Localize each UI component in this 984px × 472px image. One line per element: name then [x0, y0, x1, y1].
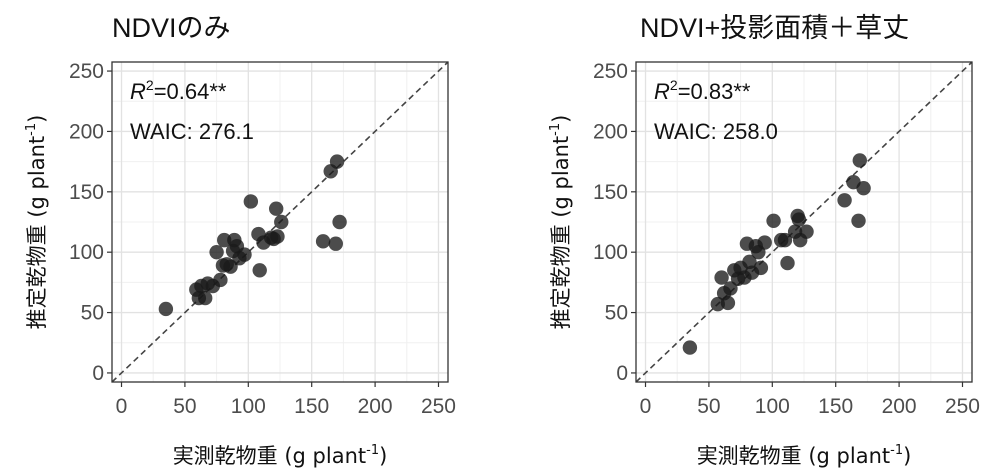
- x-tick-label: 100: [755, 395, 790, 418]
- data-point: [856, 181, 870, 195]
- x-tick-label: 200: [882, 395, 917, 418]
- data-point: [274, 215, 288, 229]
- data-point: [198, 291, 212, 305]
- data-point: [721, 296, 735, 310]
- y-tick-label: 200: [593, 120, 628, 143]
- y-tick-label: 150: [593, 181, 628, 204]
- r2-annotation: R2=0.83**: [654, 77, 751, 104]
- y-tick-label: 50: [605, 302, 628, 325]
- x-axis-label: 実測乾物重 (g plant-1): [697, 443, 912, 468]
- x-tick-label: 200: [358, 395, 393, 418]
- y-tick-label: 250: [593, 60, 628, 83]
- data-point: [159, 302, 173, 316]
- data-point: [237, 247, 251, 261]
- x-tick-label: 50: [697, 395, 720, 418]
- r2-label: R: [130, 79, 146, 104]
- y-tick-label: 50: [81, 302, 104, 325]
- data-point: [209, 245, 223, 259]
- r2-value: =0.64**: [154, 79, 227, 104]
- x-tick-label: 0: [116, 395, 128, 418]
- data-point: [269, 202, 283, 216]
- data-point: [799, 224, 813, 238]
- data-point: [253, 263, 267, 277]
- y-axis-label: 推定乾物重 (g plant-1): [24, 115, 49, 330]
- y-tick-label: 100: [593, 241, 628, 264]
- data-point: [270, 229, 284, 243]
- y-tick-label: 0: [92, 362, 104, 385]
- data-point: [837, 193, 851, 207]
- y-tick-label: 0: [616, 362, 628, 385]
- x-tick-label: 150: [294, 395, 329, 418]
- y-tick-label: 100: [69, 241, 104, 264]
- scatter-panel-ndvi-only: NDVIのみ 0 50 100 150 200 250 0 50 100 150 200 250 R2…: [24, 13, 456, 468]
- y-tick-label: 250: [69, 60, 104, 83]
- data-point: [330, 154, 344, 168]
- x-tick-label: 50: [173, 395, 196, 418]
- data-point: [683, 340, 697, 354]
- waic-annotation: WAIC: 258.0: [654, 119, 778, 144]
- panel-title: NDVI+投影面積＋草丈: [640, 13, 909, 43]
- r2-superscript: 2: [146, 77, 154, 93]
- data-point: [780, 256, 794, 270]
- y-axis-label: 推定乾物重 (g plant-1): [548, 115, 573, 330]
- data-point: [754, 261, 768, 275]
- data-point: [316, 234, 330, 248]
- data-point: [766, 214, 780, 228]
- x-tick-label: 150: [818, 395, 853, 418]
- panel-title: NDVIのみ: [112, 13, 231, 43]
- data-point: [332, 215, 346, 229]
- r2-label: R: [654, 79, 670, 104]
- data-point: [851, 214, 865, 228]
- x-axis-label: 実測乾物重 (g plant-1): [173, 443, 388, 468]
- data-point: [792, 212, 806, 226]
- r2-value: =0.83**: [678, 79, 751, 104]
- x-tick-label: 0: [640, 395, 652, 418]
- waic-annotation: WAIC: 276.1: [130, 119, 254, 144]
- data-point: [213, 273, 227, 287]
- y-tick-label: 200: [69, 120, 104, 143]
- data-point: [329, 237, 343, 251]
- scatter-panel-ndvi-area-height: NDVI+投影面積＋草丈 0 50 100 150 200 250 0 50 100 150 200…: [548, 13, 980, 468]
- data-point: [853, 153, 867, 167]
- data-point: [244, 194, 258, 208]
- r2-superscript: 2: [670, 77, 678, 93]
- x-tick-label: 100: [231, 395, 266, 418]
- r2-annotation: R2=0.64**: [130, 77, 227, 104]
- y-tick-label: 150: [69, 181, 104, 204]
- x-tick-label: 250: [945, 395, 980, 418]
- data-point: [757, 235, 771, 249]
- x-tick-label: 250: [421, 395, 456, 418]
